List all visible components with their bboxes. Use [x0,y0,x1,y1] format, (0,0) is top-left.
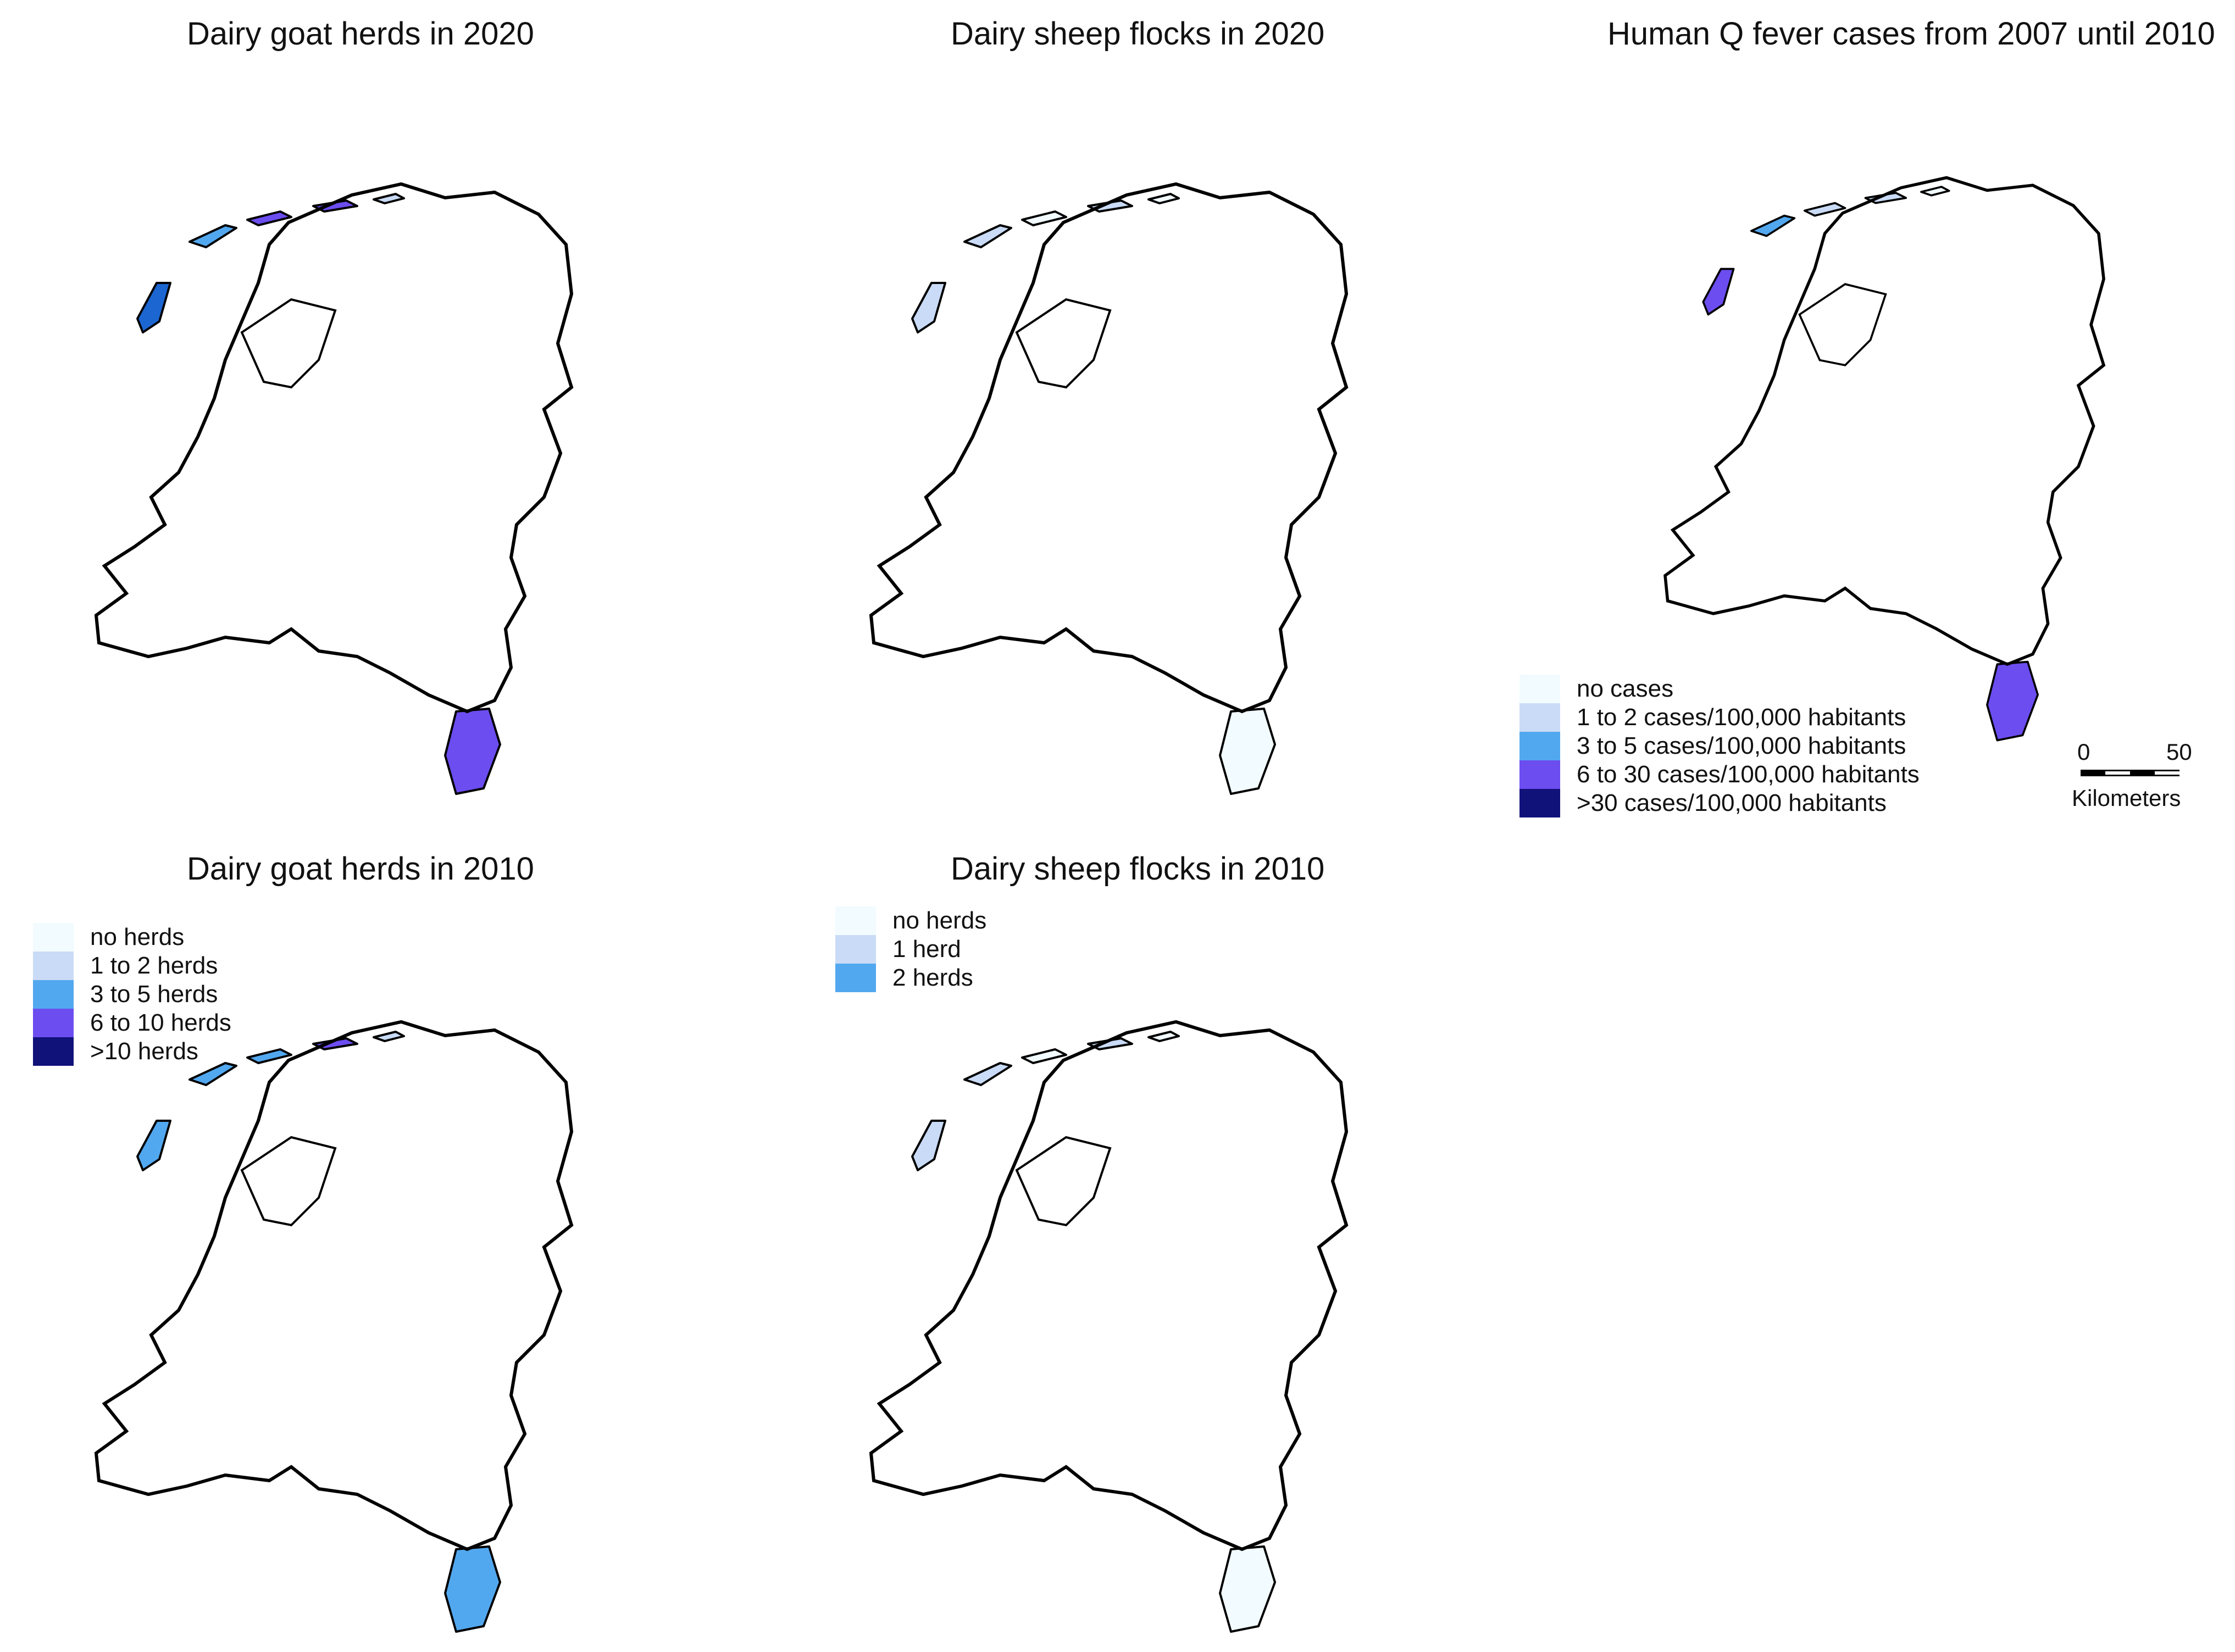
island-region [1750,214,1796,237]
island-region [1702,268,1735,316]
country-outline [94,1020,574,1551]
lake-water [240,1136,337,1227]
panel-title-goat-2010: Dairy goat herds in 2010 [187,851,534,887]
island-region [373,1031,405,1042]
island-region [1147,193,1180,204]
legend-swatch [33,1037,74,1066]
legend-label: >30 cases/100,000 habitants [1577,789,1887,816]
map-qfever [1663,176,2106,742]
lake-water [1015,298,1112,389]
limburg-south-region [1219,708,1276,795]
legend-item: no herds [835,906,986,935]
lake-water [1798,283,1887,366]
island-region [1920,186,1950,197]
legend-label: no herds [90,924,185,950]
panel-title-goat-2020: Dairy goat herds in 2020 [187,16,534,52]
legend-item: 6 to 30 cases/100,000 habitants [1519,760,1920,789]
panel-title-qfever: Human Q fever cases from 2007 until 2010 [1607,16,2215,52]
legend-swatch [33,1009,74,1037]
scale-bar-graphic [2081,770,2179,776]
legend-label: >10 herds [90,1038,198,1065]
country-outline [869,182,1349,714]
island-region [1147,1031,1180,1042]
island-region [911,1120,946,1171]
legend-label: 1 herd [892,936,961,963]
limburg-south-region [444,708,501,795]
island-region [373,193,405,204]
island-region [1021,1048,1067,1064]
island-region [246,210,292,226]
island-region [136,1120,171,1171]
legend-label: 1 to 2 cases/100,000 habitants [1577,704,1906,731]
legend-label: no cases [1577,675,1674,702]
island-region [963,224,1012,248]
legend-item: 6 to 10 herds [33,1009,231,1037]
legend-swatch [835,906,876,935]
island-region [188,1062,237,1086]
map-sheep-2020 [869,182,1349,795]
legend-swatch [835,935,876,964]
legend-swatch [33,923,74,952]
legend-item: 2 herds [835,964,973,992]
legend-swatch [835,964,876,992]
island-region [1021,210,1067,226]
scale-min-label: 0 [2077,739,2090,765]
scale-bar: 0 50 Kilometers [2072,739,2198,827]
panel-title-sheep-2010: Dairy sheep flocks in 2010 [951,851,1325,887]
island-region [246,1048,292,1064]
legend-label: 3 to 5 herds [90,981,218,1008]
legend-item: >10 herds [33,1037,198,1066]
country-outline [869,1020,1349,1551]
legend-label: 6 to 10 herds [90,1009,231,1036]
island-region [188,224,237,248]
legend-swatch [33,952,74,980]
legend-swatch [1519,789,1560,817]
map-goat-2010 [94,1020,574,1633]
legend-swatch [1519,675,1560,703]
legend-label: 6 to 30 cases/100,000 habitants [1577,761,1920,788]
legend-item: 3 to 5 herds [33,980,218,1009]
map-sheep-2010 [869,1020,1349,1633]
legend-swatch [1519,760,1560,789]
island-region [911,282,946,333]
legend-item: 1 to 2 herds [33,952,218,980]
map-goat-2020 [94,182,574,795]
legend-item: 1 to 2 cases/100,000 habitants [1519,703,1906,732]
legend-label: 3 to 5 cases/100,000 habitants [1577,732,1906,759]
island-region [963,1062,1012,1086]
legend-swatch [1519,703,1560,732]
legend-item: no cases [1519,675,1673,703]
scale-unit-label: Kilometers [2072,785,2181,811]
lake-water [240,298,337,389]
legend-label: no herds [892,907,987,934]
island-region [136,282,171,333]
limburg-south-region [1986,660,2039,742]
country-outline [1663,176,2106,666]
island-region [1803,202,1846,217]
limburg-south-region [1219,1545,1276,1633]
lake-water [1015,1136,1112,1227]
legend-label: 1 to 2 herds [90,952,218,979]
legend-swatch [1519,732,1560,760]
legend-label: 2 herds [892,964,973,991]
legend-item: 1 herd [835,935,961,964]
limburg-south-region [444,1545,501,1633]
legend-item: >30 cases/100,000 habitants [1519,789,1887,817]
legend-swatch [33,980,74,1009]
panel-title-sheep-2020: Dairy sheep flocks in 2020 [951,16,1325,52]
country-outline [94,182,574,714]
legend-item: no herds [33,923,184,952]
scale-max-label: 50 [2166,739,2192,765]
legend-item: 3 to 5 cases/100,000 habitants [1519,732,1906,760]
